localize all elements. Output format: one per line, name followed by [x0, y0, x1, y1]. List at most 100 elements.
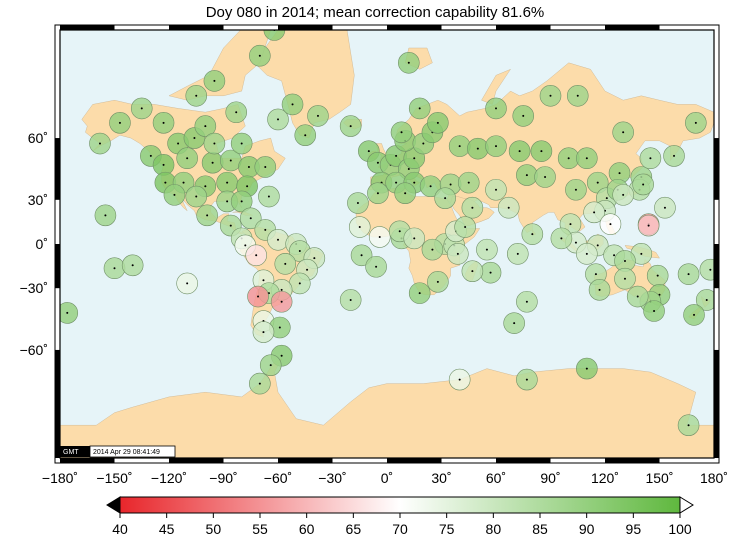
station-dot [140, 107, 143, 110]
station-dot [298, 250, 301, 253]
station-dot [495, 107, 497, 110]
station-marker [60, 302, 79, 324]
lon-tick-label: 150˚ [645, 470, 673, 486]
station-dot [360, 254, 363, 257]
station-dot [255, 254, 258, 257]
longitude-tick-labels: −180˚ −150˚ −120˚ −90˚ −60˚ −30˚ 0˚ 30˚ 60˚ 90˚ 12… [42, 470, 728, 486]
station-dot [418, 107, 421, 110]
frame-left-segment [55, 349, 60, 458]
lat-tick-label: −60˚ [20, 342, 48, 358]
station-dot [280, 300, 283, 303]
station-dot [456, 252, 459, 255]
station-dot [204, 185, 207, 188]
station-dot [306, 268, 309, 271]
station-dot [609, 223, 612, 226]
station-dot [356, 202, 359, 205]
station-dot [182, 181, 185, 184]
lon-tick-label: 0˚ [381, 470, 393, 486]
station-dot [656, 274, 659, 277]
station-dot [291, 103, 294, 106]
station-dot [211, 161, 214, 164]
lon-tick-label: 180˚ [700, 470, 728, 486]
station-dot [574, 188, 577, 191]
station-dot [395, 154, 398, 157]
station-dot [104, 214, 107, 217]
station-dot [422, 142, 425, 145]
station-dot [449, 183, 452, 186]
station-dot [687, 273, 690, 276]
lat-tick-label: 60˚ [28, 130, 48, 146]
frame-bottom-segment [605, 458, 660, 463]
station-dot [277, 238, 279, 241]
station-dot [278, 326, 281, 329]
station-dot [407, 61, 410, 64]
station-dot [204, 125, 207, 128]
station-dot [495, 188, 497, 191]
station-dot [687, 424, 690, 427]
station-dot [436, 121, 439, 124]
station-dot [576, 94, 579, 97]
lon-tick-label: 90˚ [540, 470, 560, 486]
colorbar-tick-label: 95 [626, 521, 642, 537]
station-dot [284, 262, 287, 265]
station-dot [476, 147, 479, 150]
gmt-logo: GMT [63, 449, 79, 456]
station-dot [113, 267, 116, 270]
station-dot [358, 226, 361, 229]
lon-tick-label: −120˚ [151, 470, 187, 486]
frame-top-segment [169, 25, 224, 30]
station-dot [673, 154, 676, 157]
station-dot [663, 206, 666, 209]
station-dot [98, 142, 101, 145]
station-dot [518, 150, 521, 153]
colorbar-tick-label: 75 [439, 521, 455, 537]
map-title: Doy 080 in 2014; mean correction capabil… [205, 4, 545, 21]
land-antarctica [60, 358, 714, 458]
frame-right-segment [714, 138, 719, 200]
station-dot [436, 280, 439, 283]
station-dot [431, 248, 434, 251]
station-dot [267, 195, 270, 198]
frame-bottom-segment [169, 458, 224, 463]
station-dot [193, 137, 196, 140]
station-dot [525, 174, 528, 177]
lon-tick-label: −150˚ [96, 470, 132, 486]
station-dot [413, 157, 416, 160]
station-dot [376, 192, 379, 195]
station-dot [213, 142, 216, 145]
lon-tick-label: −60˚ [264, 470, 292, 486]
station-dot [458, 145, 461, 148]
station-dot [264, 228, 267, 231]
station-dot [162, 121, 165, 124]
station-dot [464, 226, 467, 229]
frame-top-segment [60, 25, 115, 30]
colorbar-tick-label: 90 [579, 521, 595, 537]
station-marker [695, 289, 714, 311]
colorbar-tick-label: 85 [532, 521, 548, 537]
station-dot [235, 111, 238, 114]
station-dot [413, 181, 416, 184]
station-dot [413, 237, 416, 240]
lat-tick-label: −30˚ [20, 280, 48, 296]
station-dot [118, 121, 121, 124]
station-dot [623, 277, 626, 280]
station-dot [489, 271, 492, 274]
station-dot [647, 224, 650, 227]
station-dot [206, 214, 209, 217]
lon-tick-label: −30˚ [318, 470, 346, 486]
station-dot [367, 150, 370, 153]
colorbar-tick-label: 70 [392, 521, 408, 537]
station-dot [567, 157, 570, 160]
gmt-timestamp-box: GMT 2014 Apr 29 08:41:49 [60, 445, 176, 458]
station-dot [694, 121, 697, 124]
station-dot [395, 181, 398, 184]
colorbar-tick-label: 80 [486, 521, 502, 537]
frame-bottom-segment [60, 458, 115, 463]
station-dot [257, 295, 260, 298]
station-dot [596, 244, 599, 247]
station-dot [471, 270, 474, 273]
station-dot [444, 197, 447, 200]
station-marker [699, 258, 714, 281]
station-dot [513, 322, 516, 325]
station-dot [280, 288, 283, 291]
